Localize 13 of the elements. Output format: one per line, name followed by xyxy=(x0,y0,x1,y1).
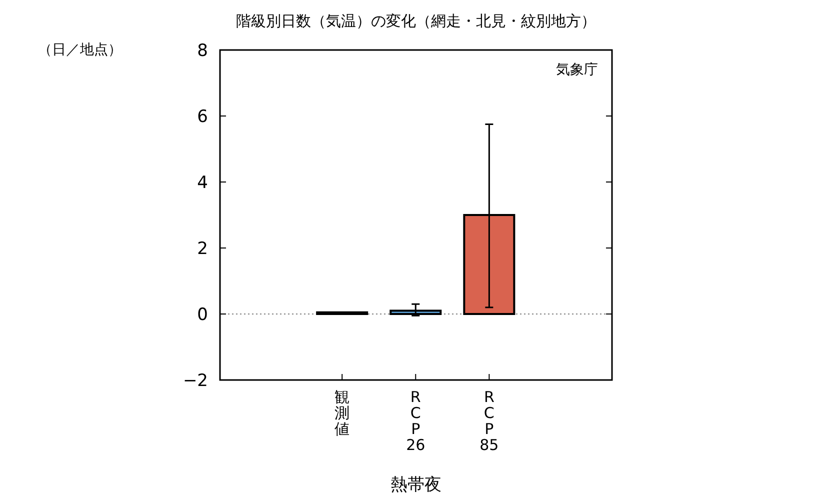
x-tick-label: RCP26 xyxy=(406,388,426,454)
chart-title: 階級別日数（気温）の変化（網走・北見・紋別地方） xyxy=(236,12,596,30)
y-tick-label: 8 xyxy=(197,41,208,61)
x-axis-title: 熱帯夜 xyxy=(390,475,442,495)
y-tick-label: 4 xyxy=(197,173,208,193)
x-tick-label: RCP85 xyxy=(480,388,499,454)
y-tick-label: 0 xyxy=(197,305,208,325)
text: 気象庁 xyxy=(556,62,598,78)
x-tick-label: 観測値 xyxy=(334,388,350,438)
y-tick-label: 2 xyxy=(197,239,208,259)
y-tick-label: −2 xyxy=(182,371,208,391)
y-axis-title: （日／地点） xyxy=(38,42,122,58)
y-tick-label: 6 xyxy=(197,107,208,127)
